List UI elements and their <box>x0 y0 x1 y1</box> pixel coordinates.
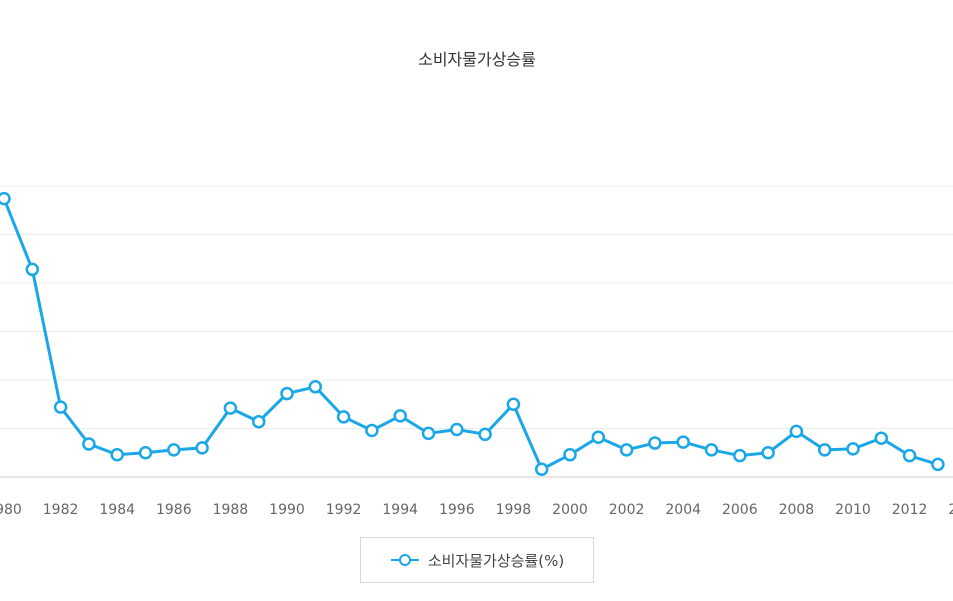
x-tick-label: 1994 <box>382 502 418 518</box>
data-point[interactable] <box>138 446 153 460</box>
data-point[interactable] <box>676 435 690 449</box>
data-point[interactable] <box>534 462 549 476</box>
x-axis-ticks: 1980 1982 1984 1986 1988 1990 1992 1994 1996 1998… <box>0 502 953 518</box>
x-tick-label: 1986 <box>156 502 192 518</box>
data-point[interactable] <box>648 436 662 450</box>
data-point[interactable] <box>0 191 11 206</box>
x-tick-label: 1982 <box>43 502 79 518</box>
x-tick-label: 1980 <box>0 502 22 518</box>
data-point[interactable] <box>82 437 96 451</box>
x-tick-label: 2004 <box>665 502 701 518</box>
data-point[interactable] <box>704 443 719 457</box>
data-point[interactable] <box>421 426 436 441</box>
data-point[interactable] <box>591 430 606 444</box>
data-point[interactable] <box>365 423 379 438</box>
data-point[interactable] <box>280 386 294 401</box>
x-tick-label: 2012 <box>892 502 928 518</box>
data-point[interactable] <box>53 400 68 414</box>
x-tick-label: 1984 <box>99 502 135 518</box>
data-point[interactable] <box>563 447 577 462</box>
data-point[interactable] <box>846 442 860 456</box>
series-line <box>2 198 939 471</box>
x-tick-label: 2000 <box>552 502 588 518</box>
data-point[interactable] <box>733 448 747 463</box>
legend-label: 소비자물가상승률(%) <box>427 551 565 570</box>
x-tick-label: 1996 <box>439 502 475 518</box>
data-point[interactable] <box>450 422 464 437</box>
data-point[interactable] <box>195 441 209 455</box>
x-tick-label: 2006 <box>722 502 758 518</box>
data-point[interactable] <box>902 448 917 463</box>
data-point[interactable] <box>874 431 889 445</box>
x-tick-label: 1988 <box>213 502 249 518</box>
data-point[interactable] <box>167 443 181 457</box>
legend-marker-icon <box>390 554 419 566</box>
data-point[interactable] <box>25 262 40 277</box>
x-tick-label: 2014 <box>948 502 953 518</box>
data-point[interactable] <box>761 446 775 460</box>
gridlines <box>0 185 953 478</box>
x-tick-label: 1992 <box>326 502 362 518</box>
data-point[interactable] <box>478 427 492 442</box>
chart-title: 소비자물가상승률 <box>418 50 536 69</box>
x-tick-label: 2010 <box>835 502 871 518</box>
data-point[interactable] <box>931 457 945 472</box>
data-point[interactable] <box>308 380 323 394</box>
data-point[interactable] <box>223 401 238 415</box>
data-point[interactable] <box>817 443 832 457</box>
data-point[interactable] <box>619 443 634 457</box>
data-point[interactable] <box>789 424 804 439</box>
x-tick-label: 2008 <box>779 502 815 518</box>
data-point[interactable] <box>336 410 351 424</box>
data-point[interactable] <box>110 447 124 462</box>
x-tick-label: 1990 <box>269 502 305 518</box>
legend[interactable]: 소비자물가상승률(%) <box>360 537 594 583</box>
data-point[interactable] <box>251 414 266 429</box>
series-group <box>0 191 945 476</box>
x-tick-label: 1998 <box>496 502 532 518</box>
data-point[interactable] <box>506 397 521 411</box>
x-tick-label: 2002 <box>609 502 645 518</box>
data-point[interactable] <box>393 409 407 423</box>
